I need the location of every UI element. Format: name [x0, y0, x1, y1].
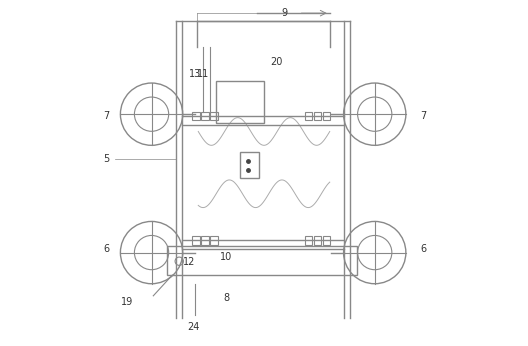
Text: 12: 12 [183, 257, 196, 267]
Text: 24: 24 [187, 322, 199, 332]
Text: 9: 9 [282, 8, 288, 18]
Text: 8: 8 [223, 293, 229, 303]
Bar [167, 246, 357, 275]
Bar [314, 112, 322, 120]
Text: 10: 10 [220, 252, 232, 262]
Bar [323, 236, 331, 245]
Text: 5: 5 [103, 154, 110, 164]
Bar [240, 152, 259, 178]
Text: 6: 6 [420, 244, 426, 254]
Text: 7: 7 [103, 111, 110, 121]
Bar [192, 236, 200, 245]
Text: 13: 13 [188, 70, 201, 79]
Bar [210, 112, 218, 120]
Text: 20: 20 [270, 57, 282, 66]
Bar [215, 81, 264, 123]
Bar [192, 112, 200, 120]
Bar [201, 236, 209, 245]
Bar [210, 236, 218, 245]
Bar [201, 112, 209, 120]
Bar [305, 236, 313, 245]
Text: 11: 11 [197, 70, 210, 79]
Text: 7: 7 [420, 111, 426, 121]
Bar [305, 112, 313, 120]
Text: 19: 19 [121, 297, 134, 307]
Bar [314, 236, 322, 245]
Text: 6: 6 [103, 244, 110, 254]
Bar [323, 112, 331, 120]
